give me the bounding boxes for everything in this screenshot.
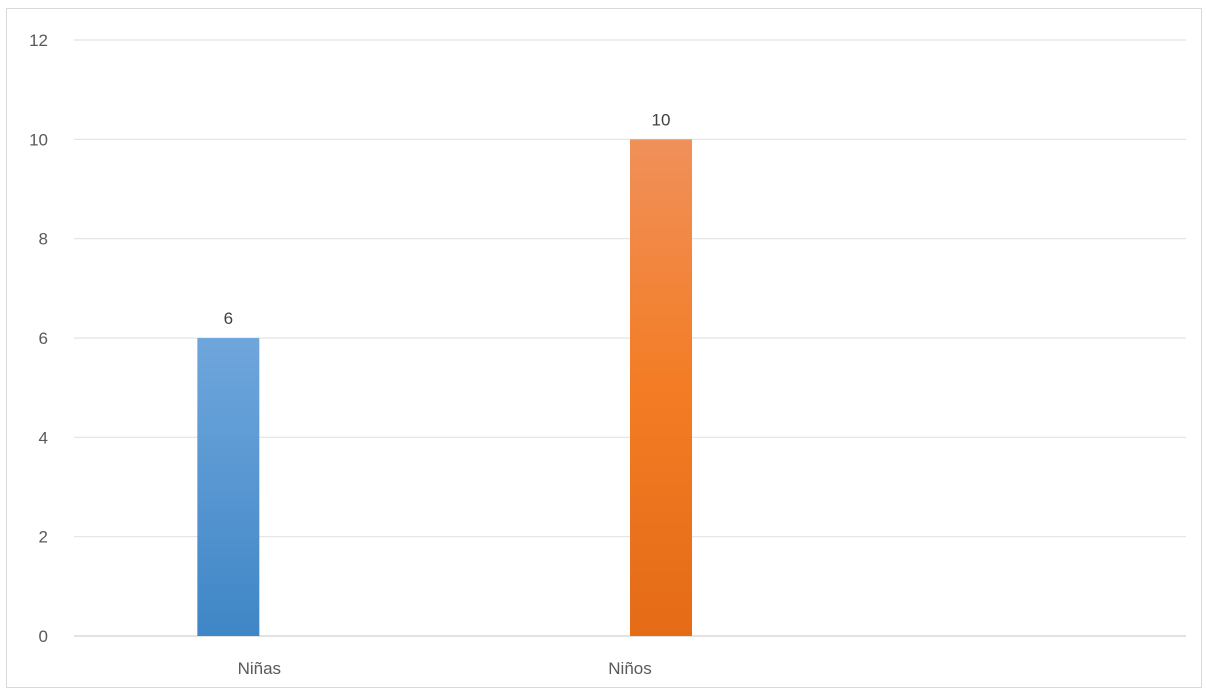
x-tick-label: Niñas [238, 659, 281, 678]
bars [197, 139, 692, 637]
y-tick-label: 10 [29, 130, 48, 149]
y-tick-label: 4 [39, 428, 48, 447]
data-label: 10 [652, 110, 671, 129]
bar-niñas [197, 338, 260, 636]
x-axis-ticks: Niñas Niños [238, 659, 652, 678]
data-labels: 6 10 [224, 110, 671, 328]
y-axis-ticks: 0 2 4 6 8 10 12 [29, 31, 48, 646]
bar-niños [630, 139, 692, 637]
y-tick-label: 8 [39, 230, 48, 249]
y-tick-label: 6 [39, 329, 48, 348]
x-tick-label: Niños [608, 659, 651, 678]
y-tick-label: 2 [39, 528, 48, 547]
y-tick-label: 0 [39, 627, 48, 646]
data-label: 6 [224, 309, 233, 328]
y-tick-label: 12 [29, 31, 48, 50]
